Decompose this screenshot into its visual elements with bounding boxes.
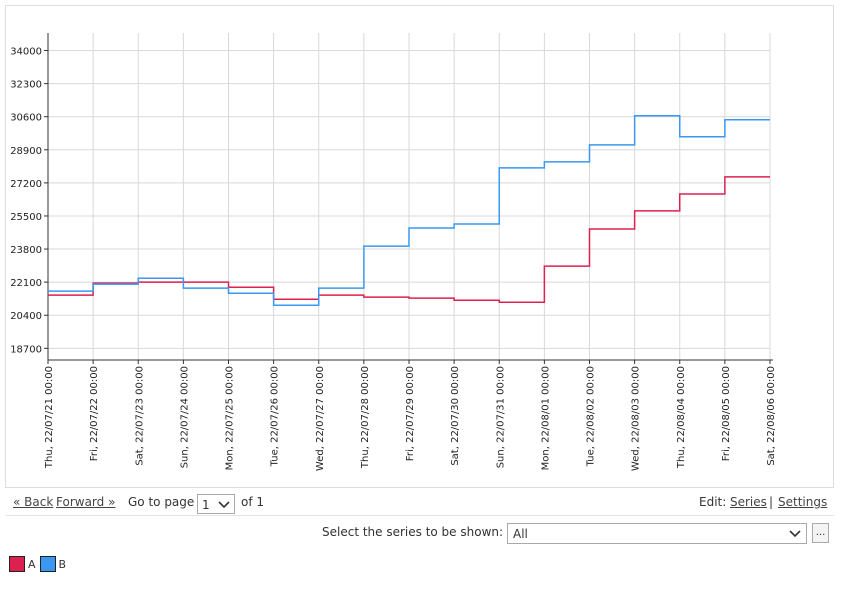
series-line — [48, 114, 770, 307]
x-tick-label: Fri, 22/08/05 00:00 — [721, 366, 732, 461]
x-tick-label: Mon, 22/07/25 00:00 — [225, 366, 236, 470]
series-link[interactable]: Series — [730, 495, 767, 509]
dropdown-arrow — [218, 501, 230, 509]
x-tick-label: Thu, 22/07/21 00:00 — [44, 366, 55, 469]
legend-label: B — [58, 557, 67, 571]
series-select[interactable]: All — [507, 523, 807, 544]
y-tick-label: 34000 — [10, 47, 42, 58]
y-tick-label: 32300 — [10, 80, 42, 91]
series-button[interactable]: ... — [812, 523, 829, 543]
page-select[interactable]: 1 — [197, 494, 235, 514]
page-count: of 1 — [241, 495, 265, 509]
x-tick-label: Thu, 22/08/04 00:00 — [676, 366, 687, 469]
go-to-page-label: Go to page — [128, 495, 195, 509]
settings-link[interactable]: Settings — [778, 495, 828, 509]
y-tick-label: 22100 — [10, 278, 42, 289]
x-tick-label: Sat, 22/08/06 00:00 — [766, 366, 777, 466]
y-tick-label: 23800 — [10, 245, 42, 256]
dropdown-arrow — [789, 530, 801, 538]
edit-label: Edit: — [699, 495, 727, 509]
back-link[interactable]: « Back — [13, 495, 54, 509]
x-tick-label: Thu, 22/07/28 00:00 — [360, 366, 371, 469]
y-tick-label: 20400 — [10, 311, 42, 322]
page-value: 1 — [202, 498, 210, 512]
x-tick-label: Sat, 22/07/30 00:00 — [450, 366, 461, 466]
x-tick-label: Wed, 22/07/27 00:00 — [315, 366, 326, 471]
x-tick-label: Sat, 22/07/23 00:00 — [134, 366, 145, 466]
chart-panel — [5, 5, 834, 488]
separator: | — [769, 495, 774, 509]
y-tick-label: 28900 — [10, 146, 42, 157]
forward-link[interactable]: Forward » — [56, 495, 116, 509]
legend-swatch[interactable] — [9, 556, 25, 572]
legend-swatch[interactable] — [39, 556, 56, 572]
x-tick-label: Mon, 22/08/01 00:00 — [540, 366, 551, 470]
y-tick-label: 25500 — [10, 212, 42, 223]
series-select-label: Select the series to be shown: — [322, 525, 504, 539]
legend-label: A — [28, 557, 36, 571]
x-tick-label: Fri, 22/07/29 00:00 — [405, 366, 416, 461]
series-select-value: All — [513, 527, 528, 541]
pager-bar — [5, 488, 834, 516]
y-tick-label: 18700 — [10, 344, 42, 355]
x-tick-label: Sun, 22/07/24 00:00 — [179, 366, 190, 468]
x-tick-label: Tue, 22/08/02 00:00 — [586, 366, 597, 467]
x-tick-label: Wed, 22/08/03 00:00 — [631, 366, 642, 471]
x-tick-label: Fri, 22/07/22 00:00 — [89, 366, 100, 461]
chart: 18700 20400 22100 23800 25500 27200 28900 30600… — [10, 33, 777, 471]
x-tick-label: Tue, 22/07/26 00:00 — [270, 366, 281, 467]
y-tick-label: 27200 — [10, 179, 42, 190]
y-tick-label: 30600 — [10, 113, 42, 124]
x-tick-label: Sun, 22/07/31 00:00 — [495, 366, 506, 468]
